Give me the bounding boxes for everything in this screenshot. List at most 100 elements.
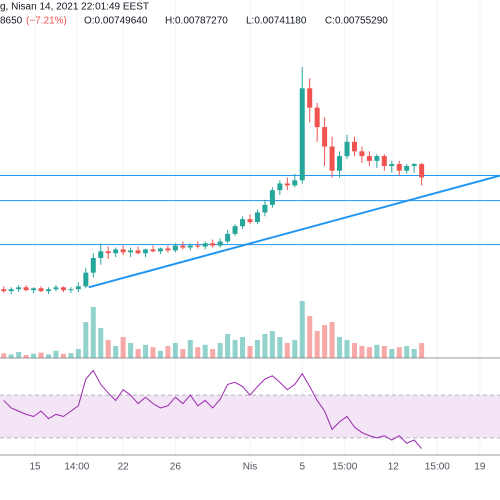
header-change: (−7.21%) (26, 16, 67, 27)
volume-bar (314, 331, 320, 358)
candle-body (322, 127, 328, 147)
candle-body (404, 165, 410, 171)
volume-bar (366, 347, 372, 358)
candle-body (128, 250, 134, 253)
candle-body (344, 141, 350, 157)
x-tick-label: 15:00 (425, 462, 450, 473)
volume-bar (225, 334, 231, 358)
header-left: 8650 (0, 16, 23, 27)
candle-body (210, 243, 216, 246)
candle-body (366, 156, 372, 161)
candle-body (202, 243, 208, 247)
volume-bar (374, 344, 380, 358)
volume-bar (68, 353, 74, 358)
volume-bar (344, 340, 350, 358)
volume-bar (46, 354, 52, 358)
candle-body (314, 107, 320, 128)
candle-body (217, 241, 223, 246)
candle-body (419, 164, 425, 178)
candle-body (381, 156, 387, 166)
volume-bar (75, 349, 81, 358)
volume-bar (269, 331, 275, 358)
volume-bar (105, 340, 111, 358)
volume-bar (299, 301, 305, 358)
candle-body (143, 249, 149, 254)
x-tick-label: Nis (243, 462, 257, 473)
trendline (88, 174, 500, 289)
candle-body (187, 245, 193, 248)
candle-body (351, 141, 357, 152)
header-low: L:0.00741180 (246, 16, 307, 27)
volume-bar (411, 349, 417, 358)
candle-body (135, 250, 141, 254)
candle-body (247, 219, 253, 223)
candle-body (31, 288, 37, 291)
x-tick-label: 14:00 (64, 462, 89, 473)
volume-bar (23, 355, 29, 358)
volume-bar (210, 349, 216, 358)
candle-body (8, 289, 14, 292)
volume-bar (404, 346, 410, 358)
volume-bar (53, 350, 59, 358)
candle-body (53, 287, 59, 290)
candle-body (292, 180, 298, 186)
candle-body (98, 251, 104, 259)
volume-bar (128, 343, 134, 358)
volume-bar (8, 354, 14, 358)
candle-body (38, 288, 44, 292)
volume-bar (419, 343, 425, 358)
volume-bar (90, 307, 96, 358)
volume-bar (165, 346, 171, 358)
volume-bar (329, 322, 335, 358)
volume-bar (113, 346, 119, 358)
candle-body (172, 245, 178, 251)
header-high: H:0.00787270 (165, 16, 228, 27)
volume-bar (98, 328, 104, 358)
candle-body (389, 164, 395, 166)
candle-body (195, 245, 201, 247)
volume-bar (247, 346, 253, 358)
candle-body (225, 233, 231, 242)
volume-bar (292, 340, 298, 358)
volume-bar (232, 340, 238, 358)
x-tick-label: 22 (118, 462, 130, 473)
volume-bar (202, 344, 208, 358)
volume-bar (187, 340, 193, 358)
candle-body (307, 88, 313, 108)
candle-body (180, 245, 186, 248)
candle-body (277, 183, 283, 191)
volume-bar (38, 352, 44, 358)
candle-body (1, 289, 7, 292)
volume-bar (135, 349, 141, 358)
header-close: C:0.00755290 (325, 16, 388, 27)
volume-bar (262, 334, 268, 358)
candle-body (75, 286, 81, 290)
x-tick-label: 12 (388, 462, 400, 473)
volume-bar (351, 343, 357, 358)
candle-body (150, 249, 156, 252)
volume-bar (120, 337, 126, 358)
x-tick-label: 15:00 (332, 462, 357, 473)
volume-bar (359, 346, 365, 358)
x-tick-label: 15 (30, 462, 42, 473)
volume-bar (31, 353, 37, 358)
candle-body (284, 183, 290, 186)
volume-bar (217, 343, 223, 358)
volume-bar (254, 340, 260, 358)
candle-body (262, 204, 268, 213)
volume-bar (381, 346, 387, 358)
volume-bar (157, 350, 163, 358)
volume-bar (322, 325, 328, 358)
volume-bar (60, 353, 66, 358)
candle-body (105, 251, 111, 254)
candle-body (23, 287, 29, 291)
volume-bar (389, 349, 395, 358)
candle-body (165, 248, 171, 251)
volume-bar (172, 343, 178, 358)
volume-bar (307, 316, 313, 358)
x-tick-label: 5 (299, 462, 305, 473)
candle-body (337, 156, 343, 171)
candle-body (232, 226, 238, 234)
